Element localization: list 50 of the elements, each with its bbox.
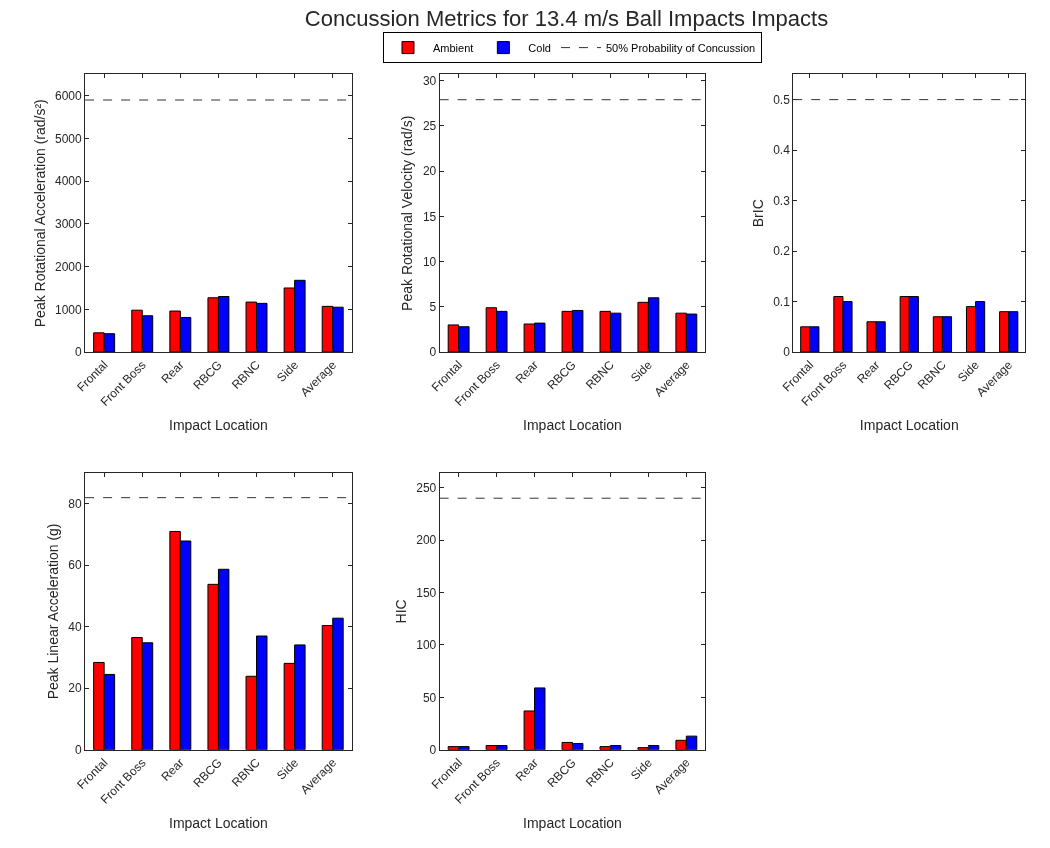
y-tick-label: 0.1 (773, 294, 791, 309)
y-axis-title: Peak Linear Acceleration (g) (44, 523, 61, 700)
y-axis-title: Peak Rotational Velocity (rad/s) (399, 115, 416, 311)
y-tick-label: 40 (68, 619, 83, 634)
y-tick-label: 0 (429, 345, 437, 360)
y-tick-label: 0.4 (773, 143, 791, 158)
y-tick-label: 0.2 (773, 244, 791, 259)
y-tick-label: 0 (75, 345, 83, 360)
y-tick-label: 80 (68, 497, 83, 511)
y-axis-title: Peak Rotational Acceleration (rad/s²) (31, 99, 48, 328)
y-tick-label: 0 (75, 742, 83, 757)
y-tick-label: 30 (422, 73, 437, 88)
y-tick-label: 0 (783, 345, 791, 360)
legend-label: Cold (528, 41, 551, 54)
y-tick-label: 0.5 (773, 92, 791, 107)
y-tick-label: 50 (422, 690, 437, 705)
y-tick-label: 4000 (54, 174, 83, 189)
legend-label: Ambient (432, 41, 474, 54)
x-tick-label: Side (955, 357, 983, 385)
y-tick-label: 100 (416, 638, 437, 653)
chart-title: Concussion Metrics for 13.4 m/s Ball Impacts Impacts (304, 5, 829, 31)
y-axis-title: HIC (392, 599, 409, 624)
legend-label: 50% Probability of Concussion (605, 41, 756, 54)
y-axis-title: BrIC (749, 199, 766, 228)
y-tick-label: 60 (68, 558, 83, 573)
y-tick-label: 250 (416, 480, 437, 495)
x-axis-title: Impact Location (859, 417, 959, 434)
y-tick-label: 20 (68, 681, 83, 696)
y-tick-label: 1000 (54, 302, 83, 317)
x-axis-title: Impact Location (169, 417, 268, 434)
x-tick-label: Side (274, 755, 302, 783)
y-tick-label: 20 (422, 164, 437, 179)
x-axis-title: Impact Location (523, 417, 622, 434)
x-axis-title: Impact Location (169, 814, 268, 831)
y-tick-label: 5 (429, 300, 437, 315)
y-tick-label: 6000 (54, 88, 83, 103)
y-tick-label: 15 (422, 209, 437, 224)
y-tick-label: 200 (416, 533, 437, 548)
y-tick-label: 2000 (54, 259, 83, 274)
x-axis-title: Impact Location (523, 814, 622, 831)
y-tick-label: 0 (429, 742, 437, 757)
y-tick-label: 0.3 (773, 193, 791, 208)
x-tick-label: Side (627, 755, 655, 783)
y-tick-label: 5000 (54, 131, 83, 146)
y-tick-label: 150 (416, 585, 437, 600)
x-tick-label: Side (274, 357, 302, 385)
y-tick-label: 3000 (54, 217, 83, 232)
y-tick-label: 10 (422, 254, 437, 269)
y-tick-label: 25 (422, 119, 437, 134)
x-tick-label: Side (627, 357, 655, 385)
